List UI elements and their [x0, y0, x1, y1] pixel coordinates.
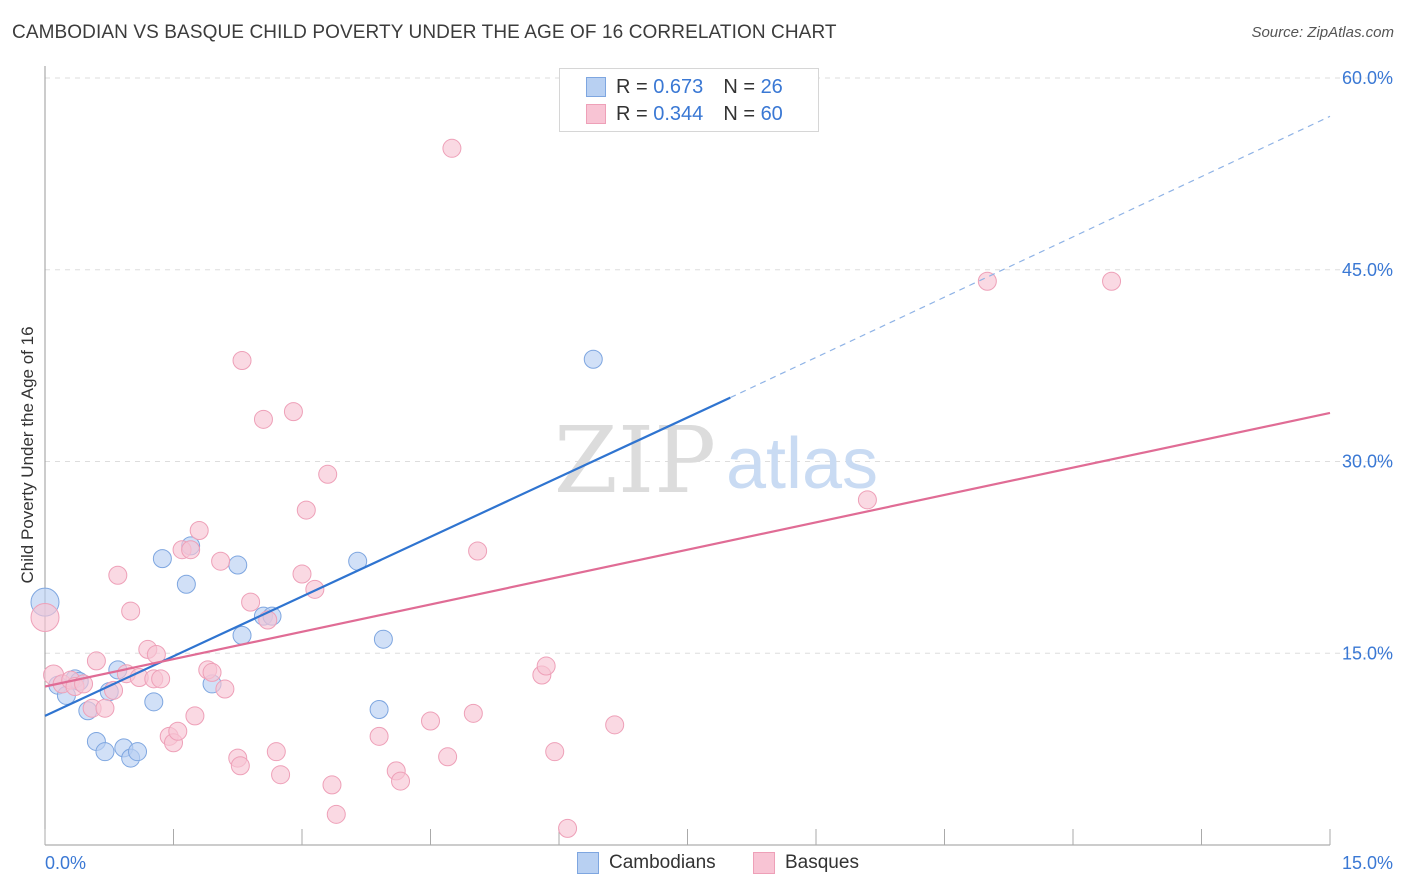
trend-line-basques	[44, 411, 1331, 688]
basque-point	[318, 464, 338, 484]
basque-point	[30, 602, 60, 632]
basque-point	[189, 521, 209, 541]
watermark-atlas: atlas	[726, 424, 878, 504]
legend-n-value: 26	[760, 75, 783, 98]
basque-point	[230, 756, 250, 776]
legend-item-basques[interactable]: Basques	[753, 852, 859, 874]
source-label: Source: ZipAtlas.com	[1251, 24, 1394, 41]
basque-point	[108, 565, 128, 585]
legend-n-value: 60	[760, 102, 783, 125]
legend-swatch-basques	[586, 104, 606, 124]
legend-r-label: R =	[616, 102, 648, 125]
basque-point	[168, 721, 188, 741]
basque-point	[438, 747, 458, 767]
cambodian-point	[373, 629, 393, 649]
legend-row-basques: R = 0.344 N = 60	[586, 102, 783, 126]
legend-label-basques: Basques	[785, 852, 859, 873]
basque-point	[442, 138, 462, 158]
basque-point	[215, 679, 235, 699]
chart-title: CAMBODIAN VS BASQUE CHILD POVERTY UNDER …	[12, 22, 837, 43]
basque-point	[232, 351, 252, 371]
legend-n-label: N =	[723, 75, 755, 98]
trend-line-cambodians	[44, 396, 731, 717]
trend-lines	[44, 115, 1331, 717]
cambodian-point	[228, 555, 248, 575]
tick-labels: 15.0% 30.0% 45.0% 60.0% 0.0% 15.0%	[45, 68, 1393, 873]
legend-r-value: 0.673	[653, 75, 704, 98]
cambodian-point	[95, 742, 115, 762]
basque-point	[283, 402, 303, 422]
legend-swatch-cambodians	[586, 77, 606, 97]
basque-point	[326, 804, 346, 824]
legend-label-cambodians: Cambodians	[609, 852, 716, 873]
basque-point	[558, 818, 578, 838]
basque-point	[463, 703, 483, 723]
basque-point	[468, 541, 488, 561]
cambodian-point	[152, 549, 172, 569]
basque-point	[266, 742, 286, 762]
basque-point	[605, 715, 625, 735]
basque-point	[391, 771, 411, 791]
basque-point	[857, 490, 877, 510]
basque-point	[202, 662, 222, 682]
legend-r-label: R =	[616, 75, 648, 98]
y-tick-label: 45.0%	[1342, 260, 1393, 280]
y-tick-label: 60.0%	[1342, 68, 1393, 88]
basque-point	[421, 711, 440, 731]
cambodian-point	[583, 349, 603, 369]
series-legend: Cambodians Basques	[0, 852, 1406, 878]
legend-r-value: 0.344	[653, 102, 704, 125]
basque-point	[151, 669, 171, 689]
cambodian-point	[144, 692, 164, 712]
trend-line-extension	[730, 115, 1331, 399]
basque-point	[545, 742, 565, 762]
basque-point	[322, 775, 342, 795]
cambodian-point	[176, 574, 196, 594]
legend-n-label: N =	[723, 102, 755, 125]
basque-point	[305, 579, 325, 599]
basque-point	[241, 592, 261, 612]
legend-row-cambodians: R = 0.673 N = 26	[586, 75, 783, 99]
legend-item-cambodians[interactable]: Cambodians	[577, 852, 716, 874]
basque-point	[211, 551, 231, 571]
basque-point	[536, 656, 556, 676]
basque-point	[95, 698, 115, 718]
cambodian-point	[369, 699, 389, 719]
watermark: ZIP atlas	[554, 407, 878, 514]
legend-swatch-cambodians	[577, 852, 599, 874]
x-tick-label: 0.0%	[45, 853, 86, 873]
basque-point	[296, 500, 316, 520]
basque-point	[253, 409, 273, 429]
basque-point	[271, 765, 291, 785]
basque-point	[977, 271, 997, 291]
basque-point	[181, 540, 201, 560]
cambodian-point	[128, 742, 148, 762]
basque-point	[121, 601, 141, 621]
y-tick-label: 30.0%	[1342, 452, 1393, 472]
basque-point	[185, 706, 205, 726]
x-tick-label: 15.0%	[1342, 853, 1393, 873]
y-tick-label: 15.0%	[1342, 643, 1393, 663]
gridlines	[45, 77, 1394, 654]
cambodian-point	[232, 625, 252, 645]
basque-point	[86, 651, 106, 671]
basque-point	[369, 726, 389, 746]
stats-legend: R = 0.673 N = 26 R = 0.344 N = 60	[559, 68, 819, 132]
watermark-zip: ZIP	[554, 407, 716, 514]
basque-point	[258, 610, 278, 630]
legend-swatch-basques	[753, 852, 775, 874]
basque-point	[1102, 271, 1122, 291]
basque-point	[292, 564, 312, 584]
